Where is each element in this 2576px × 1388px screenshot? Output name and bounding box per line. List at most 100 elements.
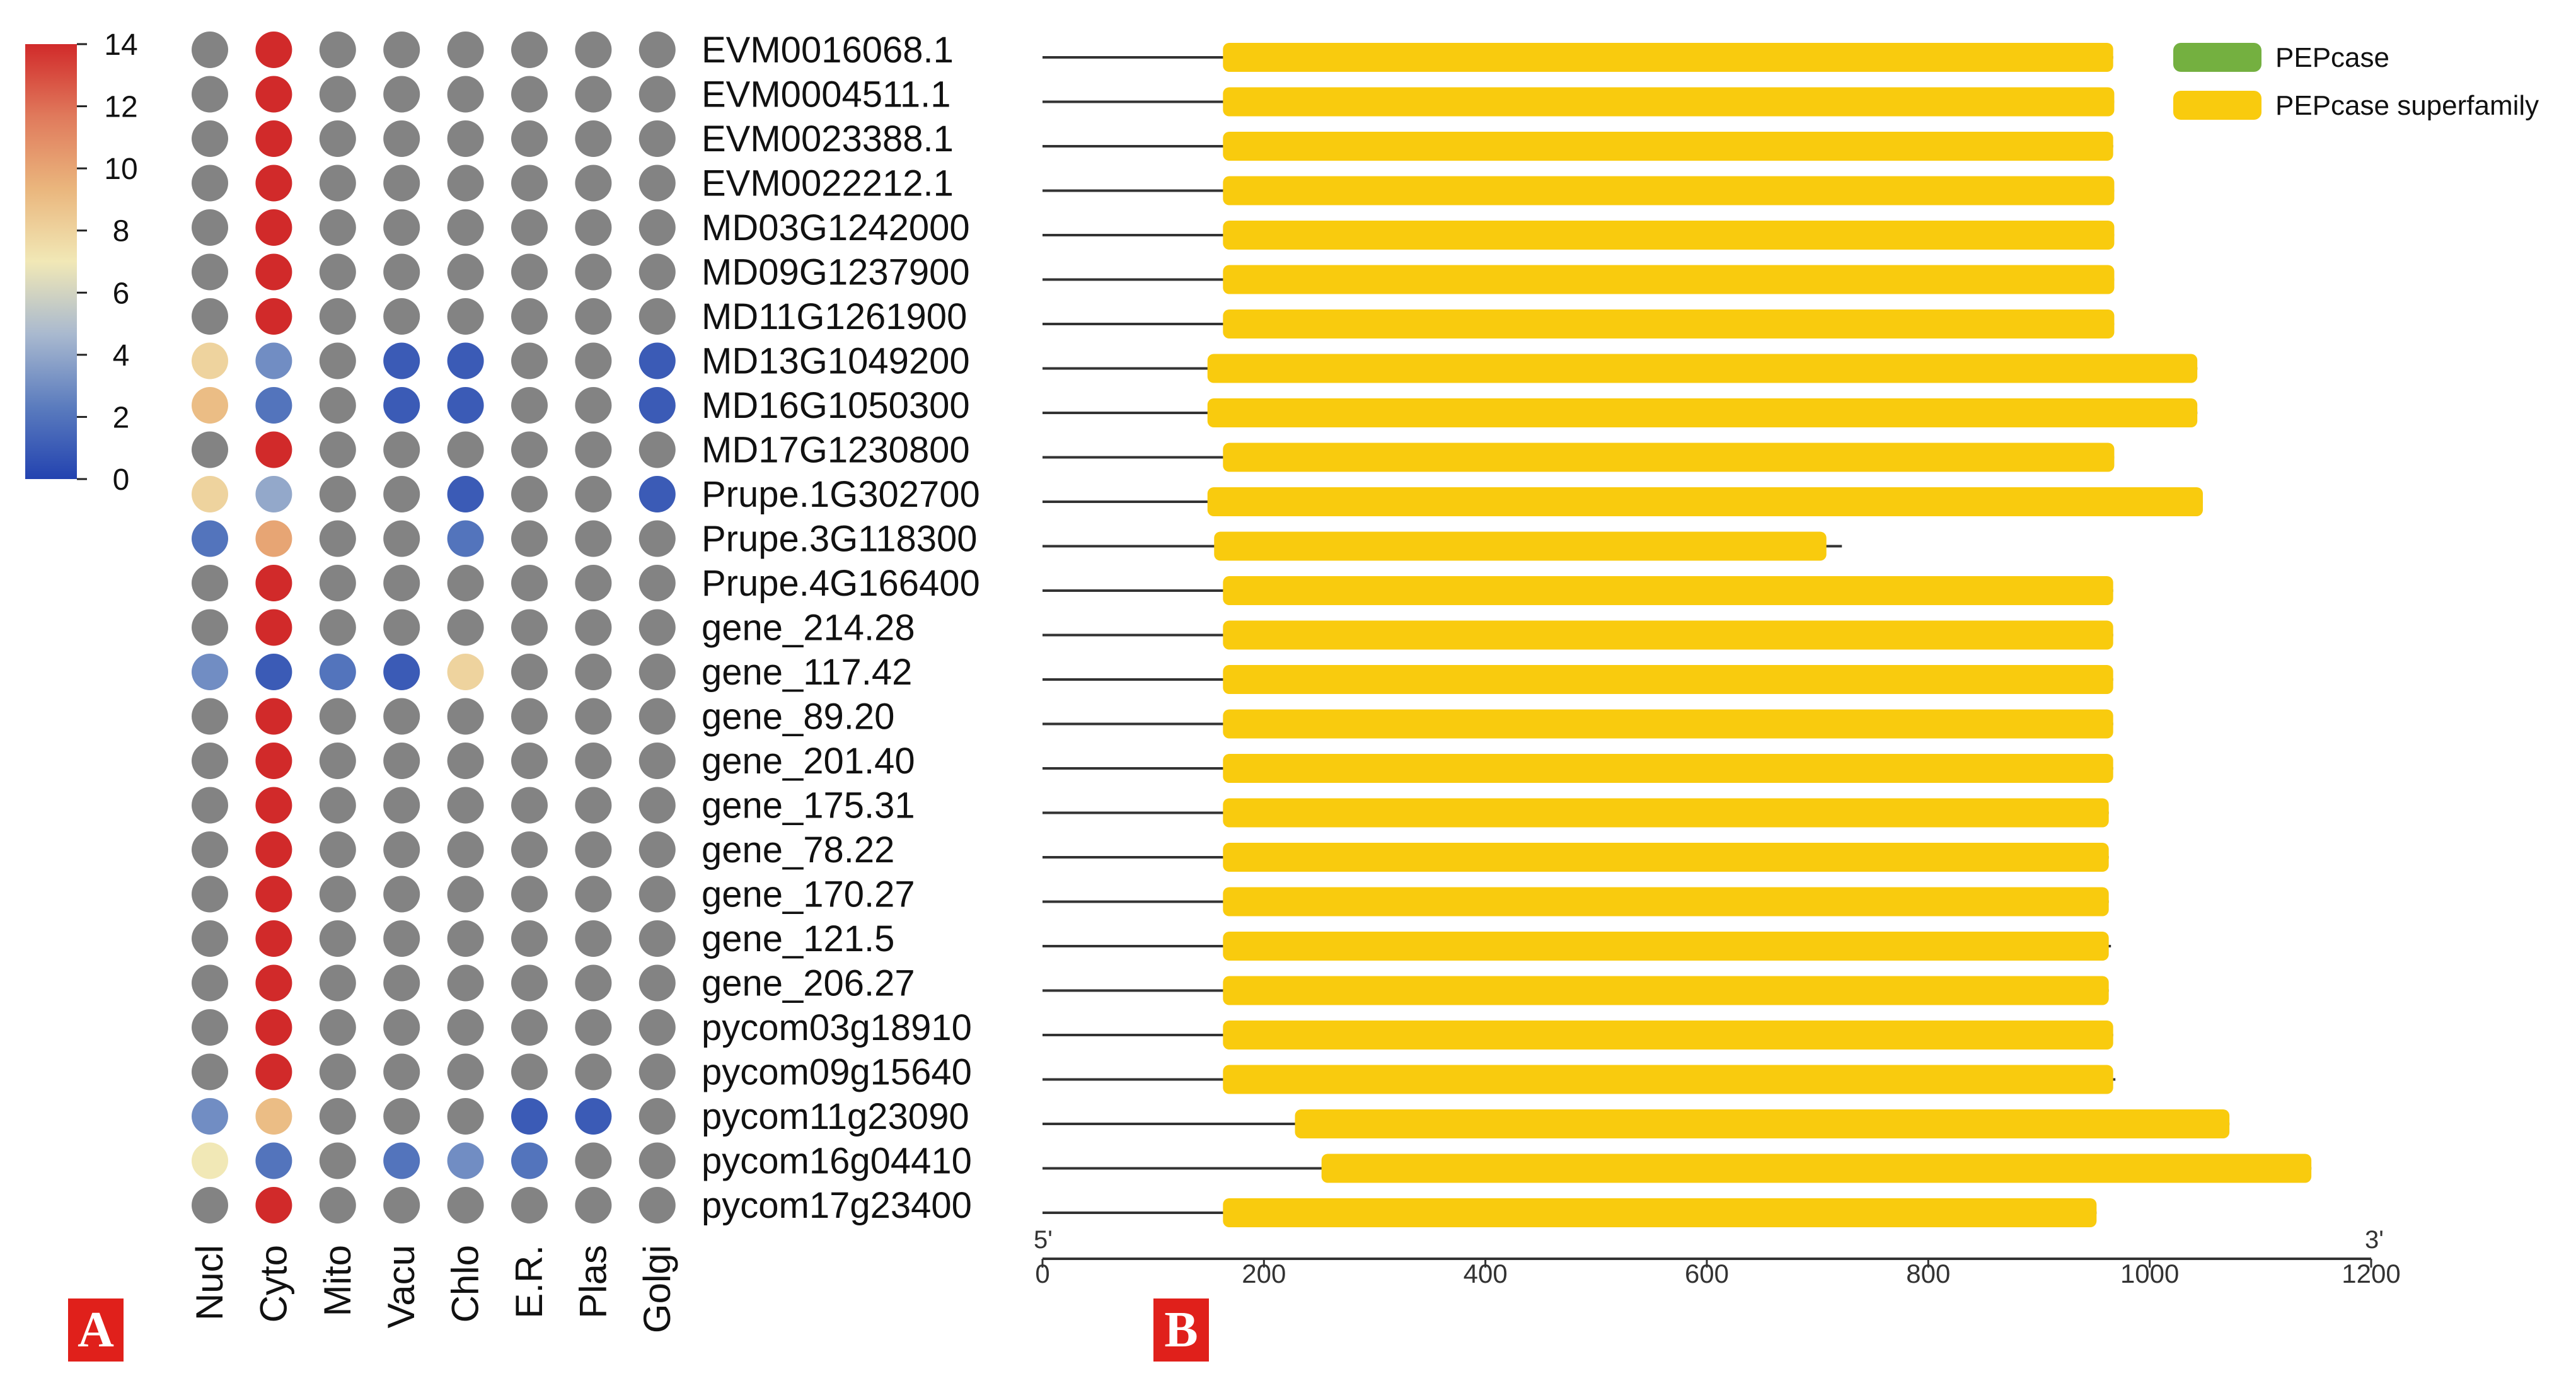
heatmap-cell [575, 520, 612, 557]
heatmap-cell [575, 1142, 612, 1179]
legend: PEPcase PEPcase superfamily [2173, 42, 2539, 121]
gene-label: Prupe.1G302700 [702, 474, 980, 515]
heatmap-cell [319, 76, 356, 113]
heatmap-cell [319, 253, 356, 291]
heatmap-cell [383, 1142, 420, 1179]
gene-label: pycom03g18910 [702, 1007, 972, 1048]
heatmap-cell [383, 32, 420, 68]
heatmap-cell [638, 342, 676, 379]
heatmap-cell [319, 1187, 356, 1223]
gene-label: MD09G1237900 [702, 252, 970, 293]
heatmap-cell [511, 387, 548, 424]
domain-bar-pepcase-superfamily [1295, 1109, 2230, 1138]
heatmap-cell [383, 831, 420, 868]
heatmap-cell [575, 787, 612, 824]
heatmap-cell [511, 1142, 548, 1179]
heatmap-column-label: Vacu [380, 1245, 422, 1328]
heatmap-cell [447, 253, 484, 291]
heatmap-cell [192, 831, 228, 868]
heatmap-cell [383, 298, 420, 335]
heatmap-cell [575, 76, 612, 113]
heatmap-column-label: Chlo [444, 1245, 487, 1322]
heatmap-cell [447, 831, 484, 868]
gene-label: gene_89.20 [702, 697, 894, 737]
heatmap-cell [511, 698, 548, 735]
heatmap-cell [192, 298, 228, 335]
heatmap-cell [447, 431, 484, 468]
heatmap-cell [638, 787, 676, 824]
heatmap-cell [447, 743, 484, 779]
colorbar-tick-label: 2 [113, 401, 130, 434]
heatmap-cell [255, 1098, 292, 1135]
heatmap-cell [511, 165, 548, 202]
panel-label-a: A [68, 1298, 124, 1362]
heatmap-cell [511, 1098, 548, 1135]
heatmap-cell [255, 654, 292, 690]
domain-bar-pepcase-superfamily [1223, 221, 2115, 250]
heatmap-cell [319, 342, 356, 379]
heatmap-cell [447, 298, 484, 335]
heatmap-cell [192, 431, 228, 468]
heatmap-cell [192, 1009, 228, 1046]
heatmap-cell [447, 1187, 484, 1223]
domain-bar-pepcase-superfamily [1223, 887, 2109, 917]
heatmap-cell [383, 253, 420, 291]
domain-bar-pepcase-superfamily [1223, 265, 2115, 294]
domain-bar-pepcase-superfamily [1207, 487, 2203, 516]
heatmap-cell [192, 32, 228, 68]
heatmap-cell [383, 120, 420, 157]
heatmap-cell [638, 431, 676, 468]
heatmap-cell [383, 387, 420, 424]
heatmap-cell [447, 698, 484, 735]
heatmap-cell [575, 476, 612, 512]
heatmap-cell [447, 32, 484, 68]
heatmap-cell [511, 609, 548, 646]
heatmap-cell [575, 565, 612, 601]
heatmap-cell [192, 76, 228, 113]
heatmap-cell [255, 342, 292, 379]
heatmap-cell [447, 1142, 484, 1179]
domain-bar-pepcase-superfamily [1223, 576, 2113, 605]
heatmap-cell [192, 1053, 228, 1090]
heatmap-cell [575, 431, 612, 468]
x-tick-label: 800 [1906, 1259, 1950, 1288]
heatmap-cell [575, 876, 612, 913]
colorbar: 0 2 4 6 8 10 12 14 [25, 28, 138, 497]
heatmap-cell [638, 654, 676, 690]
domain-bar-pepcase-superfamily [1223, 1021, 2113, 1050]
gene-label: gene_201.40 [702, 741, 915, 782]
domain-bar-pepcase-superfamily [1214, 531, 1827, 561]
legend-swatch-pepcase-superfamily [2173, 91, 2261, 120]
heatmap-cell [383, 1098, 420, 1135]
heatmap-cell [638, 387, 676, 424]
heatmap-cell [575, 964, 612, 1002]
gene-label: pycom16g04410 [702, 1141, 972, 1182]
heatmap-cell [511, 253, 548, 291]
heatmap-cell [319, 654, 356, 690]
heatmap-cell [511, 831, 548, 868]
heatmap-cell [255, 920, 292, 957]
heatmap-cell [319, 743, 356, 779]
heatmap-cell [383, 342, 420, 379]
domain-bar-pepcase-superfamily [1223, 43, 2113, 72]
legend-swatch-pepcase [2173, 43, 2261, 72]
heatmap-cell [255, 743, 292, 779]
heatmap-cell [383, 76, 420, 113]
heatmap-cell [192, 120, 228, 157]
heatmap-cell [447, 654, 484, 690]
heatmap-cell [638, 1187, 676, 1223]
heatmap-cell [192, 1098, 228, 1135]
heatmap-cell [511, 32, 548, 68]
heatmap-cell [319, 920, 356, 957]
heatmap-cell [255, 1142, 292, 1179]
colorbar-tick-label: 12 [104, 91, 137, 124]
gene-label: gene_206.27 [702, 963, 915, 1004]
heatmap-cell [383, 964, 420, 1002]
heatmap-cell [255, 876, 292, 913]
domain-bar-pepcase-superfamily [1223, 442, 2115, 472]
domain-bar-pepcase-superfamily [1223, 1065, 2113, 1094]
gene-label: pycom09g15640 [702, 1052, 972, 1093]
heatmap-cell [319, 1009, 356, 1046]
heatmap-cell [575, 1187, 612, 1223]
legend-label-pepcase-superfamily: PEPcase superfamily [2275, 90, 2539, 121]
